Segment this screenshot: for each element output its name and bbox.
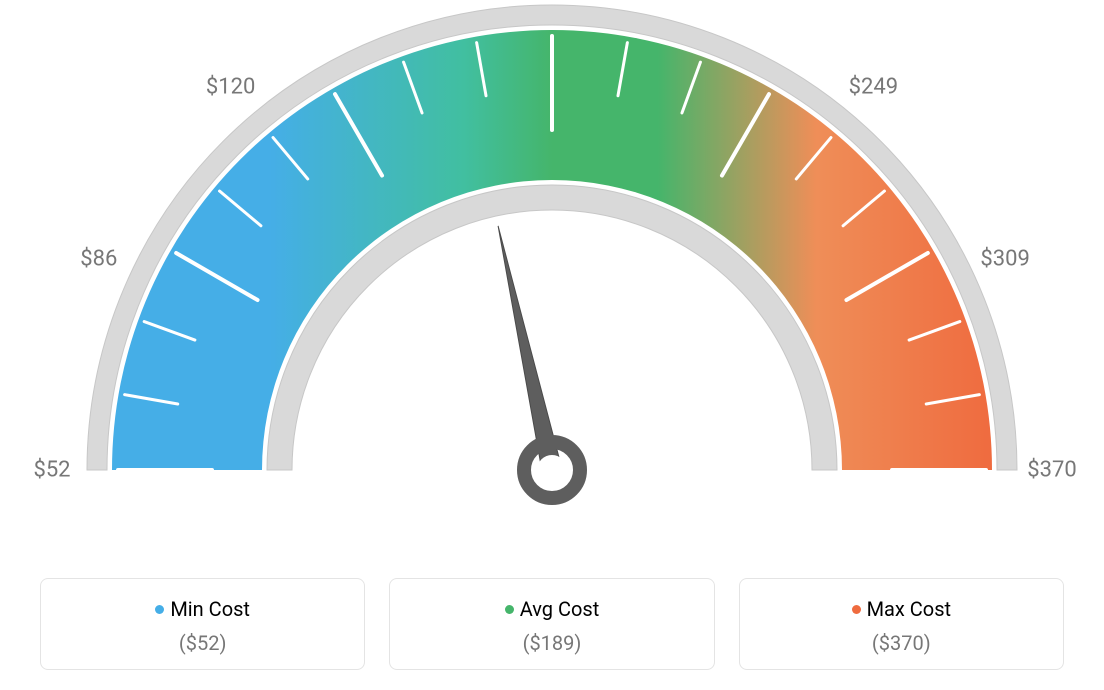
legend-title-avg: Avg Cost xyxy=(400,597,703,621)
legend-title-min: Min Cost xyxy=(51,597,354,621)
legend-card-max: Max Cost ($370) xyxy=(739,578,1064,670)
gauge-tick-label: $120 xyxy=(206,74,255,99)
gauge-area: $52$86$120$189$249$309$370 xyxy=(0,0,1104,560)
legend-value-max: ($370) xyxy=(750,631,1053,655)
legend-value-avg: ($189) xyxy=(400,631,703,655)
legend-title-avg-text: Avg Cost xyxy=(520,597,600,621)
legend-value-min: ($52) xyxy=(51,631,354,655)
legend-card-min: Min Cost ($52) xyxy=(40,578,365,670)
legend-title-min-text: Min Cost xyxy=(170,597,250,621)
gauge-tick-label: $52 xyxy=(33,458,70,483)
legend-card-avg: Avg Cost ($189) xyxy=(389,578,714,670)
legend-dot-avg xyxy=(505,605,514,614)
gauge-tick-label: $86 xyxy=(80,246,117,271)
gauge-tick-label: $309 xyxy=(980,246,1029,271)
gauge-tick-label: $249 xyxy=(849,74,898,99)
legend-title-max-text: Max Cost xyxy=(867,597,952,621)
legend-dot-max xyxy=(852,605,861,614)
legend-title-max: Max Cost xyxy=(750,597,1053,621)
gauge-tick-label: $370 xyxy=(1027,458,1076,483)
cost-gauge-chart: $52$86$120$189$249$309$370 Min Cost ($52… xyxy=(0,0,1104,690)
legend-row: Min Cost ($52) Avg Cost ($189) Max Cost … xyxy=(40,578,1064,670)
gauge-svg xyxy=(0,0,1104,560)
legend-dot-min xyxy=(155,605,164,614)
